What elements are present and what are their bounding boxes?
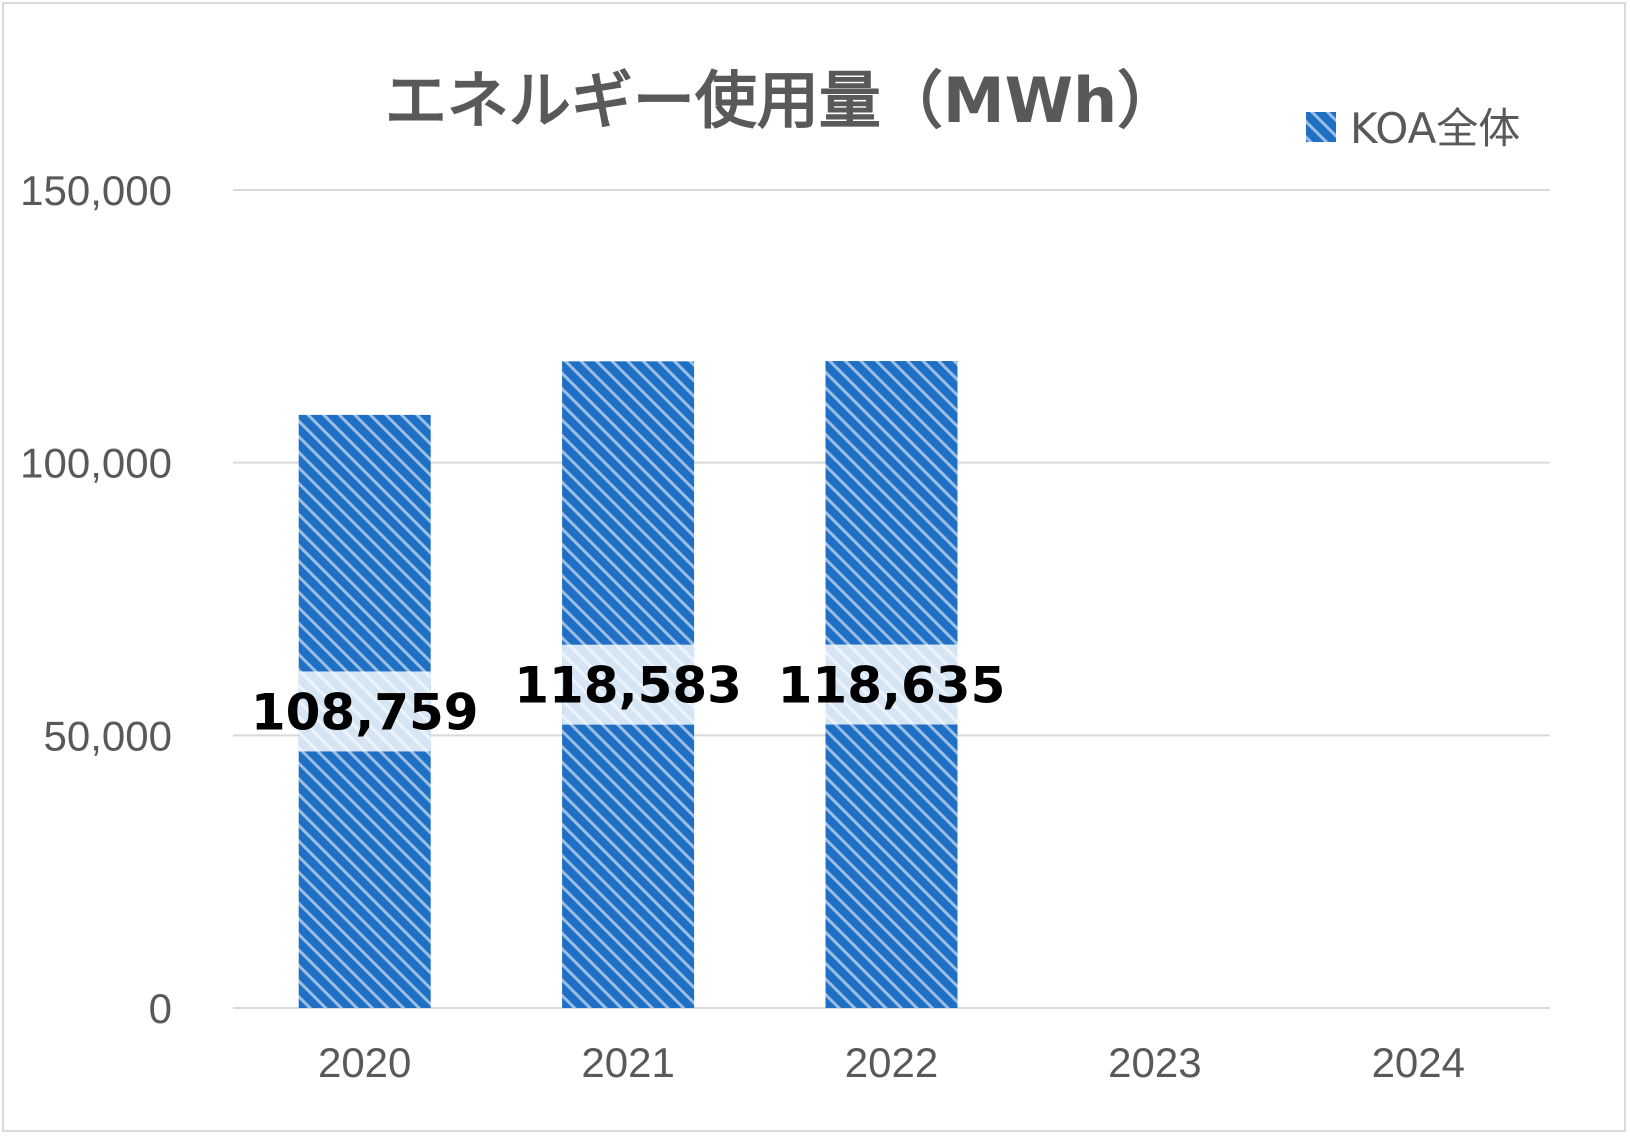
data-label: 108,759 bbox=[251, 683, 479, 741]
y-tick-label: 0 bbox=[149, 985, 172, 1032]
chart-title: エネルギー使用量（MWh） bbox=[385, 64, 1179, 137]
x-tick-label: 2024 bbox=[1372, 1039, 1465, 1086]
data-label-background bbox=[562, 644, 695, 725]
x-tick-label: 2022 bbox=[845, 1039, 938, 1086]
x-axis-ticks: 2020 2021 2022 2023 2024 bbox=[318, 1039, 1465, 1086]
y-tick-label: 50,000 bbox=[44, 712, 172, 759]
y-tick-label: 150,000 bbox=[20, 167, 172, 214]
legend-swatch bbox=[1306, 112, 1336, 142]
data-label: 118,635 bbox=[778, 657, 1006, 715]
legend: KOA全体 bbox=[1306, 104, 1520, 153]
data-label-background bbox=[298, 671, 431, 752]
data-label: 118,583 bbox=[514, 657, 742, 715]
y-axis-ticks: 0 50,000 100,000 150,000 bbox=[20, 167, 172, 1032]
data-label-background bbox=[825, 644, 958, 725]
x-tick-label: 2023 bbox=[1108, 1039, 1201, 1086]
x-tick-label: 2020 bbox=[318, 1039, 411, 1086]
data-labels: 108,759 118,583 118,635 bbox=[251, 644, 1006, 752]
x-tick-label: 2021 bbox=[581, 1039, 674, 1086]
y-tick-label: 100,000 bbox=[20, 440, 172, 487]
legend-label: KOA全体 bbox=[1350, 104, 1520, 153]
